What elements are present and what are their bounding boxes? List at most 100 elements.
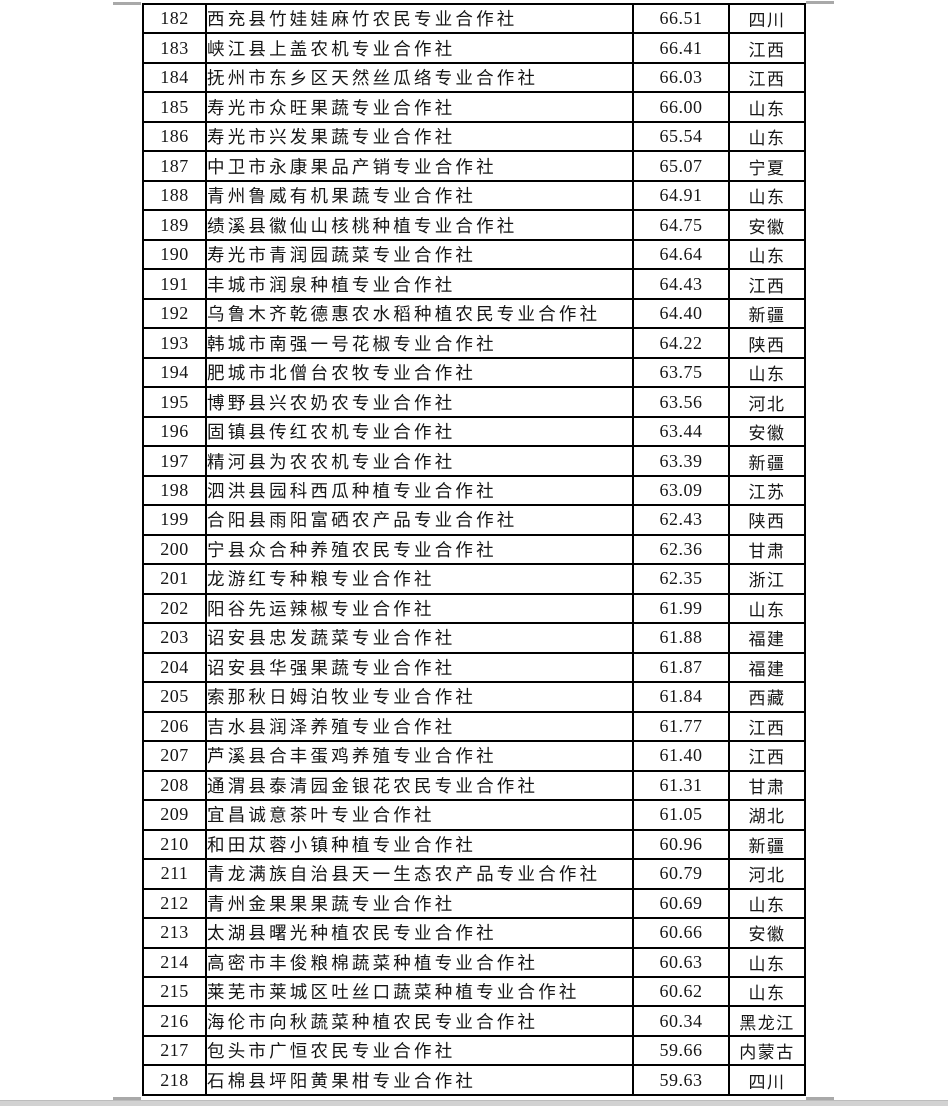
table-row: 209 宜昌诚意茶叶专业合作社 61.05 湖北 [142,799,806,831]
score-cell: 65.07 [632,150,730,182]
table-row: 185 寿光市众旺果蔬专业合作社 66.00 山东 [142,91,806,123]
province-cell: 山东 [728,946,806,979]
province-cell: 江西 [728,268,806,300]
text-boundary-mark-bottom-right [806,1097,834,1100]
province-cell: 山东 [728,120,806,153]
table-row: 196 固镇县传红农机专业合作社 63.44 安徽 [142,415,806,448]
province-cell: 江西 [728,740,806,772]
province-cell: 甘肃 [728,533,806,566]
score-cell: 61.99 [632,592,730,625]
table-row: 215 莱芜市莱城区吐丝口蔬菜种植专业合作社 60.62 山东 [142,975,806,1008]
score-cell: 62.36 [632,533,730,566]
rank-cell: 184 [142,61,207,94]
name-cell: 太湖县曙光种植农民专业合作社 [205,916,634,949]
province-cell: 山东 [728,592,806,625]
name-cell: 峡江县上盖农机专业合作社 [205,32,634,64]
name-cell: 泗洪县园科西瓜种植专业合作社 [205,474,634,507]
name-cell: 寿光市众旺果蔬专业合作社 [205,91,634,123]
score-cell: 65.54 [632,120,730,153]
rank-cell: 211 [142,858,207,890]
rank-cell: 196 [142,415,207,448]
rank-cell: 203 [142,622,207,654]
name-cell: 龙游红专种粮专业合作社 [205,563,634,595]
score-cell: 60.69 [632,887,730,920]
table-row: 194 肥城市北僧台农牧专业合作社 63.75 山东 [142,356,806,389]
name-cell: 中卫市永康果品产销专业合作社 [205,150,634,182]
table-row: 210 和田苁蓉小镇种植专业合作社 60.96 新疆 [142,828,806,861]
province-cell: 四川 [728,2,806,35]
rank-cell: 190 [142,238,207,271]
province-cell: 陕西 [728,504,806,536]
province-cell: 黑龙江 [728,1005,806,1037]
score-cell: 60.63 [632,946,730,979]
score-cell: 66.03 [632,61,730,94]
province-cell: 安徽 [728,916,806,949]
province-cell: 湖北 [728,799,806,831]
score-cell: 60.34 [632,1005,730,1037]
name-cell: 丰城市润泉种植专业合作社 [205,268,634,300]
score-cell: 61.05 [632,799,730,831]
name-cell: 阳谷先运辣椒专业合作社 [205,592,634,625]
name-cell: 宁县众合种养殖农民专业合作社 [205,533,634,566]
score-cell: 63.44 [632,415,730,448]
score-cell: 60.66 [632,916,730,949]
score-cell: 63.56 [632,386,730,418]
table-row: 212 青州金果果果蔬专业合作社 60.69 山东 [142,887,806,920]
name-cell: 博野县兴农奶农专业合作社 [205,386,634,418]
name-cell: 吉水县润泽养殖专业合作社 [205,710,634,743]
rank-cell: 201 [142,563,207,595]
table-row: 207 芦溪县合丰蛋鸡养殖专业合作社 61.40 江西 [142,740,806,772]
name-cell: 诏安县华强果蔬专业合作社 [205,651,634,684]
table-row: 191 丰城市润泉种植专业合作社 64.43 江西 [142,268,806,300]
rank-cell: 198 [142,474,207,507]
name-cell: 肥城市北僧台农牧专业合作社 [205,356,634,389]
table-row: 201 龙游红专种粮专业合作社 62.35 浙江 [142,563,806,595]
rank-cell: 218 [142,1064,207,1096]
rank-cell: 208 [142,769,207,802]
rank-cell: 214 [142,946,207,979]
province-cell: 江西 [728,61,806,94]
rank-cell: 216 [142,1005,207,1037]
province-cell: 山东 [728,238,806,271]
score-cell: 63.75 [632,356,730,389]
name-cell: 寿光市青润园蔬菜专业合作社 [205,238,634,271]
score-cell: 64.40 [632,297,730,330]
rank-cell: 182 [142,2,207,35]
table-row: 202 阳谷先运辣椒专业合作社 61.99 山东 [142,592,806,625]
province-cell: 宁夏 [728,150,806,182]
province-cell: 山东 [728,887,806,920]
rank-cell: 210 [142,828,207,861]
score-cell: 61.87 [632,651,730,684]
name-cell: 精河县为农农机专业合作社 [205,445,634,477]
rank-cell: 191 [142,268,207,300]
table-row: 199 合阳县雨阳富硒农产品专业合作社 62.43 陕西 [142,504,806,536]
score-cell: 59.66 [632,1034,730,1067]
province-cell: 福建 [728,651,806,684]
province-cell: 甘肃 [728,769,806,802]
table-row: 183 峡江县上盖农机专业合作社 66.41 江西 [142,32,806,64]
table-row: 204 诏安县华强果蔬专业合作社 61.87 福建 [142,651,806,684]
name-cell: 海伦市向秋蔬菜种植农民专业合作社 [205,1005,634,1037]
table-row: 206 吉水县润泽养殖专业合作社 61.77 江西 [142,710,806,743]
score-cell: 61.88 [632,622,730,654]
name-cell: 宜昌诚意茶叶专业合作社 [205,799,634,831]
table-row: 203 诏安县忠发蔬菜专业合作社 61.88 福建 [142,622,806,654]
score-cell: 61.84 [632,681,730,713]
score-cell: 64.75 [632,209,730,241]
name-cell: 通渭县泰清园金银花农民专业合作社 [205,769,634,802]
table-row: 182 西充县竹娃娃麻竹农民专业合作社 66.51 四川 [142,2,806,35]
score-cell: 59.63 [632,1064,730,1096]
name-cell: 抚州市东乡区天然丝瓜络专业合作社 [205,61,634,94]
table-row: 195 博野县兴农奶农专业合作社 63.56 河北 [142,386,806,418]
score-cell: 66.00 [632,91,730,123]
province-cell: 安徽 [728,209,806,241]
rank-cell: 204 [142,651,207,684]
rank-cell: 194 [142,356,207,389]
name-cell: 合阳县雨阳富硒农产品专业合作社 [205,504,634,536]
rank-cell: 187 [142,150,207,182]
name-cell: 和田苁蓉小镇种植专业合作社 [205,828,634,861]
rank-cell: 207 [142,740,207,772]
province-cell: 新疆 [728,297,806,330]
rank-cell: 188 [142,179,207,212]
